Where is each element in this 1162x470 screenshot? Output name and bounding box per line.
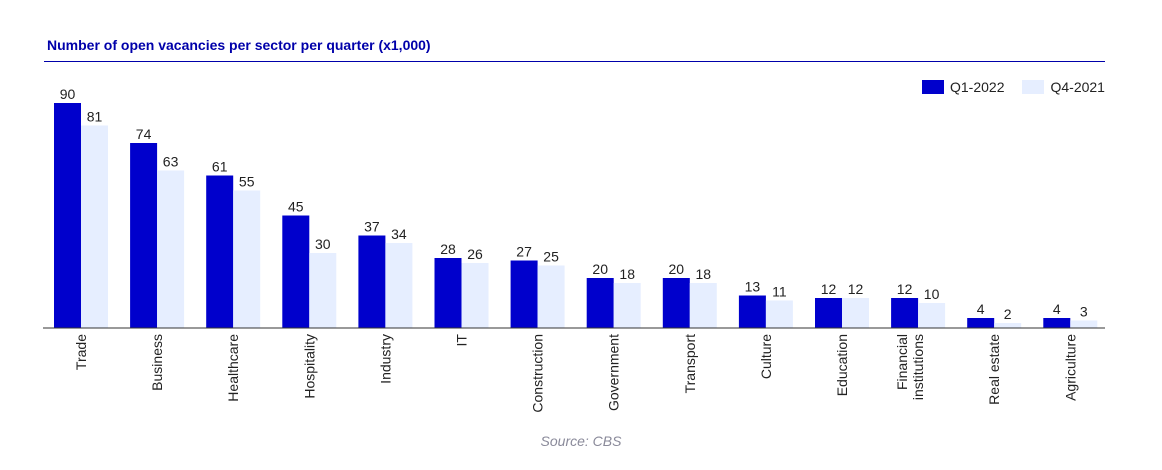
legend-item-q1-2022: Q1-2022	[922, 79, 1004, 95]
x-tick-label-healthcare: Healthcare	[225, 334, 241, 402]
x-tick-label-agriculture: Agriculture	[1062, 334, 1078, 401]
bar-q1-2022-financial-institutions	[891, 298, 919, 328]
data-label-q1-2022-agriculture: 4	[1053, 301, 1061, 317]
title-underline	[44, 61, 1105, 62]
bar-q1-2022-government	[586, 278, 614, 328]
bar-q4-2021-financial-institutions	[918, 303, 946, 328]
bar-q1-2022-real-estate	[967, 318, 995, 328]
legend-swatch-q1-2022	[922, 80, 944, 94]
data-label-q4-2021-trade: 81	[87, 109, 103, 125]
legend-item-q4-2021: Q4-2021	[1022, 79, 1105, 95]
data-label-q4-2021-agriculture: 3	[1080, 304, 1088, 320]
data-label-q4-2021-healthcare: 55	[239, 174, 255, 190]
data-label-q1-2022-healthcare: 61	[212, 159, 228, 175]
data-label-q1-2022-hospitality: 45	[288, 199, 304, 215]
data-label-q4-2021-culture: 11	[772, 284, 787, 300]
bar-q1-2022-construction	[510, 260, 538, 328]
bar-q4-2021-business	[157, 170, 185, 328]
legend-label-q1-2022: Q1-2022	[950, 79, 1005, 95]
data-label-q1-2022-trade: 90	[60, 86, 76, 102]
bar-q1-2022-it	[434, 258, 462, 328]
bar-q4-2021-healthcare	[233, 190, 261, 328]
bar-q4-2021-government	[613, 283, 641, 328]
data-label-q4-2021-construction: 25	[543, 249, 559, 265]
bar-q1-2022-business	[130, 143, 158, 328]
data-label-q1-2022-real-estate: 4	[977, 301, 985, 317]
bar-q4-2021-trade	[81, 125, 108, 328]
x-tick-label-education: Education	[834, 334, 850, 396]
bar-q4-2021-industry	[385, 243, 413, 328]
chart-title: Number of open vacancies per sector per …	[47, 37, 431, 53]
data-label-q4-2021-business: 63	[163, 154, 179, 170]
x-tick-label-culture: Culture	[758, 334, 774, 379]
data-label-q1-2022-education: 12	[821, 281, 837, 297]
bar-q1-2022-transport	[662, 278, 690, 328]
data-label-q4-2021-industry: 34	[391, 226, 407, 242]
data-label-q1-2022-financial-institutions: 12	[897, 281, 913, 297]
data-label-q1-2022-it: 28	[440, 241, 456, 257]
bar-q1-2022-education	[815, 298, 842, 328]
x-tick-label-business: Business	[149, 334, 165, 391]
data-label-q4-2021-financial-institutions: 10	[924, 286, 940, 302]
data-label-q1-2022-culture: 13	[745, 279, 761, 295]
data-label-q1-2022-business: 74	[136, 126, 152, 142]
bar-q4-2021-it	[461, 263, 489, 328]
bar-q1-2022-trade	[54, 103, 81, 328]
x-tick-label-financial-institutions: Financialinstitutions	[894, 334, 926, 400]
x-tick-label-construction: Construction	[530, 334, 546, 413]
x-tick-label-it: IT	[454, 334, 470, 347]
x-tick-label-industry: Industry	[377, 334, 393, 384]
data-label-q4-2021-government: 18	[619, 266, 635, 282]
x-tick-label-real-estate: Real estate	[986, 334, 1002, 405]
data-label-q4-2021-it: 26	[467, 246, 483, 262]
x-tick-label-hospitality: Hospitality	[301, 334, 317, 399]
bar-q4-2021-agriculture	[1070, 320, 1098, 328]
bar-q4-2021-education	[842, 298, 869, 328]
x-tick-label-transport: Transport	[682, 334, 698, 394]
data-label-q4-2021-education: 12	[848, 281, 864, 297]
bar-q4-2021-hospitality	[309, 253, 337, 328]
legend-swatch-q4-2021	[1022, 80, 1045, 94]
legend: Q1-2022 Q4-2021	[922, 79, 1105, 95]
bar-q4-2021-transport	[689, 283, 717, 328]
source-note: Source: CBS	[540, 433, 622, 449]
x-tick-label-government: Government	[606, 334, 622, 411]
bar-q4-2021-construction	[537, 265, 565, 328]
data-label-q4-2021-transport: 18	[696, 266, 712, 282]
data-label-q1-2022-transport: 20	[669, 261, 685, 277]
data-label-q4-2021-real-estate: 2	[1004, 306, 1012, 322]
bar-q1-2022-hospitality	[282, 215, 310, 328]
data-label-q1-2022-government: 20	[592, 261, 608, 277]
data-label-q1-2022-construction: 27	[516, 244, 532, 260]
data-label-q1-2022-industry: 37	[364, 219, 380, 235]
bar-q4-2021-culture	[765, 300, 793, 328]
bar-q1-2022-healthcare	[206, 175, 234, 328]
bar-q1-2022-agriculture	[1043, 318, 1071, 328]
bar-q1-2022-culture	[738, 295, 766, 328]
bar-q1-2022-industry	[358, 235, 386, 328]
bar-q4-2021-real-estate	[994, 323, 1022, 328]
legend-label-q4-2021: Q4-2021	[1050, 79, 1105, 95]
x-tick-label-trade: Trade	[73, 334, 89, 370]
data-label-q4-2021-hospitality: 30	[315, 236, 331, 252]
